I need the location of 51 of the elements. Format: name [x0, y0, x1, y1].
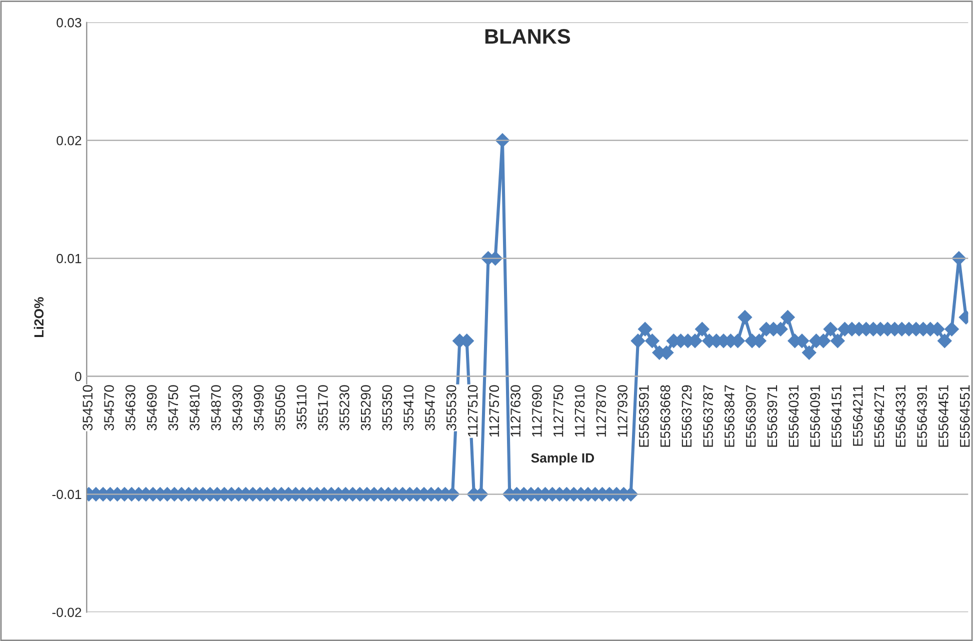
x-tick-label: 354750: [168, 385, 178, 430]
x-tick-label: 355470: [425, 385, 435, 430]
x-tick-label: 1127630: [510, 385, 520, 437]
x-tick-label: E5564091: [810, 385, 820, 447]
y-tick-label: -0.01: [52, 490, 82, 500]
x-tick-label: 355350: [382, 385, 392, 430]
x-tick-label: E5564391: [917, 385, 927, 447]
x-tick-label: 1127870: [596, 385, 606, 437]
chart-title: BLANKS: [485, 29, 570, 44]
x-tick-label: E5564451: [938, 385, 948, 447]
x-tick-label: 354510: [82, 385, 93, 430]
x-tick-label: 354990: [254, 385, 264, 430]
x-tick-label: 355530: [446, 385, 456, 430]
y-tick-label: -0.02: [52, 608, 82, 618]
x-tick-label: 355110: [296, 385, 307, 430]
x-tick-label: E5563787: [703, 385, 714, 447]
x-axis-title: Sample ID: [531, 452, 594, 466]
y-tick-label: 0.02: [56, 136, 82, 146]
y-tick-label: 0: [75, 372, 82, 382]
y-tick-label: 0.01: [56, 254, 82, 264]
x-tick-label: 355290: [360, 385, 371, 430]
x-tick-label: E5564151: [832, 385, 842, 447]
x-tick-label: E5563729: [682, 385, 692, 447]
x-tick-label: E5564331: [896, 385, 906, 447]
x-tick-label: 354870: [211, 385, 221, 430]
x-tick-label: 354690: [146, 385, 157, 430]
x-tick-label: 354930: [232, 385, 242, 430]
x-tick-label: 355410: [404, 385, 414, 430]
x-tick-label: 354570: [104, 385, 114, 430]
x-tick-label: 1127570: [489, 385, 500, 437]
x-tick-label: 355230: [339, 385, 350, 430]
x-tick-label: 355170: [318, 385, 328, 430]
y-axis-title: Li2O%: [34, 297, 44, 337]
x-tick-label: 1127810: [574, 385, 585, 437]
x-tick-label: E5564551: [960, 385, 970, 447]
y-tick-label: 0.03: [56, 18, 82, 28]
x-tick-label: 1127750: [553, 385, 564, 437]
x-tick-label: E5563591: [638, 385, 649, 447]
x-tick-label: E5564211: [852, 385, 863, 446]
x-tick-label: 354810: [190, 385, 200, 430]
x-tick-label: E5564271: [874, 385, 884, 447]
x-tick-label: 355050: [275, 385, 286, 430]
x-tick-label: 1127930: [618, 385, 628, 437]
x-tick-label: E5563971: [767, 385, 778, 447]
x-tick-label: 354630: [126, 385, 136, 430]
x-tick-label: E5564031: [788, 385, 799, 447]
x-tick-label: 1127510: [468, 385, 478, 437]
x-tick-label: E5563907: [746, 385, 756, 447]
x-tick-label: 1127690: [532, 385, 542, 437]
x-tick-label: E5563668: [660, 385, 670, 447]
x-tick-label: E5563847: [724, 385, 734, 447]
